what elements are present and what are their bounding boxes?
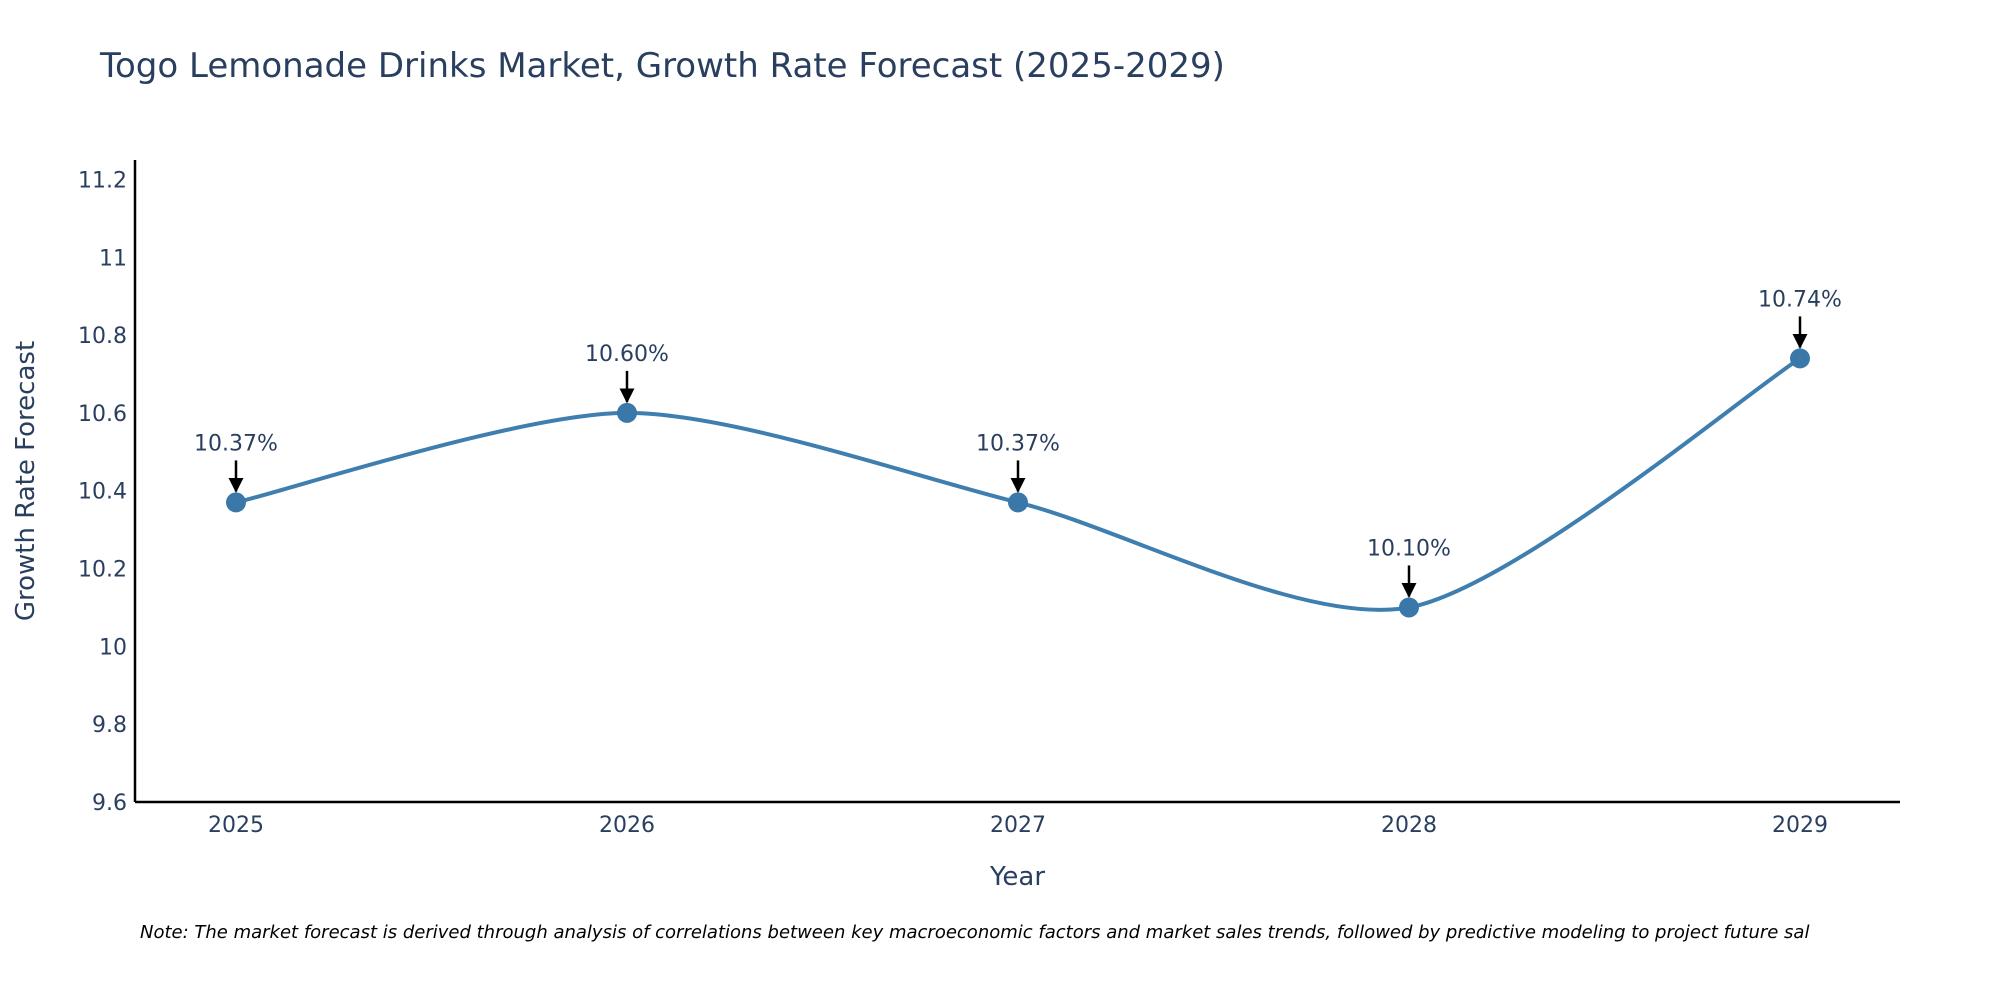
data-label: 10.10% — [1367, 536, 1451, 561]
data-label: 10.74% — [1758, 287, 1842, 312]
x-tick-label: 2027 — [990, 813, 1046, 838]
y-tick-label: 10.8 — [78, 324, 127, 349]
y-tick-label: 11.2 — [78, 168, 127, 193]
data-point — [1008, 492, 1028, 513]
y-tick-label: 10.4 — [78, 480, 127, 505]
y-axis-title: Growth Rate Forecast — [11, 341, 41, 621]
data-point — [226, 492, 246, 513]
data-label: 10.37% — [976, 431, 1060, 456]
chart-title: Togo Lemonade Drinks Market, Growth Rate… — [100, 46, 1225, 86]
x-tick-label: 2026 — [599, 813, 655, 838]
data-point — [1790, 348, 1810, 369]
data-point — [1399, 597, 1419, 618]
y-tick-label: 10 — [99, 635, 127, 660]
y-axis-ticks: 9.6 9.8 10 10.2 10.4 10.6 10.8 11 11.2 — [78, 168, 127, 816]
y-tick-label: 9.6 — [92, 791, 127, 816]
data-label: 10.37% — [194, 431, 278, 456]
data-annotations: 10.37% 10.60% 10.37% 10.10% 10.74% — [194, 287, 1842, 598]
data-label: 10.60% — [585, 342, 669, 367]
x-tick-label: 2025 — [208, 813, 264, 838]
chart-note: Note: The market forecast is derived thr… — [140, 922, 1810, 943]
data-point — [617, 402, 637, 423]
y-tick-label: 11 — [99, 246, 127, 271]
data-points — [226, 348, 1810, 618]
x-axis-title: Year — [989, 862, 1045, 892]
y-tick-label: 10.6 — [78, 402, 127, 427]
y-tick-label: 9.8 — [92, 713, 127, 738]
y-tick-label: 10.2 — [78, 558, 127, 583]
x-tick-label: 2028 — [1381, 813, 1437, 838]
x-tick-label: 2029 — [1772, 813, 1828, 838]
x-axis-ticks: 2025 2026 2027 2028 2029 — [208, 813, 1828, 838]
